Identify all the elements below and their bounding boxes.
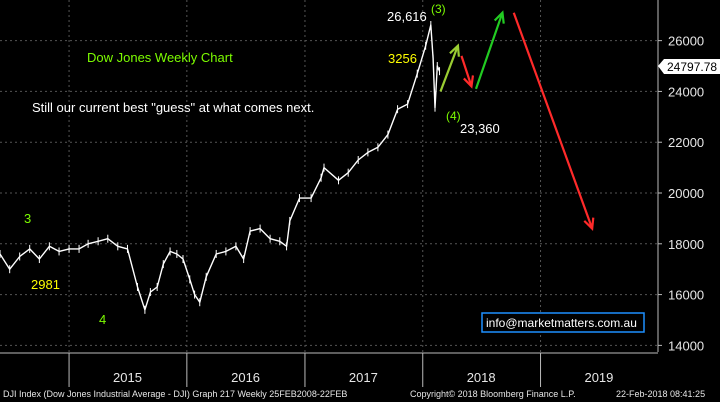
drop-label: 3256 — [388, 51, 417, 66]
y-tick-label: 14000 — [668, 338, 704, 353]
forecast-arrow-line — [460, 55, 473, 87]
y-tick-label: 18000 — [668, 237, 704, 252]
forecast-arrow-head — [583, 217, 595, 231]
x-tick-label: 2015 — [113, 370, 142, 385]
x-tick-label: 2016 — [231, 370, 260, 385]
wave-4-left-label: 4 — [99, 312, 106, 327]
price-series — [0, 20, 441, 314]
contact-box[interactable]: info@marketmatters.com.au — [481, 312, 645, 333]
x-tick-label: 2019 — [584, 370, 613, 385]
footer-center: Copyright© 2018 Bloomberg Finance L.P. — [410, 389, 576, 399]
wave-3-left-label: 3 — [24, 211, 31, 226]
dow-jones-weekly-chart: 14000 16000 18000 20000 22000 24000 26000 2479… — [0, 0, 720, 387]
year-boundaries — [68, 0, 542, 387]
footer-bar: DJI Index (Dow Jones Industrial Average … — [0, 387, 720, 402]
y-tick-label: 16000 — [668, 288, 704, 303]
forecast-arrow-head — [449, 43, 460, 57]
wave-4-label: (4) — [446, 109, 461, 123]
y-tick-label: 22000 — [668, 135, 704, 150]
high-label: 26,616 — [387, 9, 427, 24]
y-tick-label: 26000 — [668, 34, 704, 49]
chart-title: Dow Jones Weekly Chart — [87, 50, 233, 65]
low-2015-label: 2981 — [31, 277, 60, 292]
contact-box-border — [481, 312, 645, 333]
forecast-arrow-head — [463, 75, 475, 89]
wave-3-top-label: (3) — [431, 2, 446, 16]
y-tick-label: 24000 — [668, 84, 704, 99]
x-axis-ticks: 2015 2016 2017 2018 2019 — [113, 370, 613, 385]
footer-right: 22-Feb-2018 08:41:25 — [616, 389, 706, 399]
low-label: 23,360 — [460, 121, 500, 136]
forecast-arrow-line — [512, 12, 594, 229]
forecast-arrow-line — [474, 12, 504, 90]
forecast-arrow-head — [493, 10, 505, 24]
last-price-marker: 24797.78 — [658, 59, 720, 74]
x-tick-label: 2018 — [467, 370, 496, 385]
forecast-arrow-line — [439, 45, 459, 92]
y-axis-ticks: 14000 16000 18000 20000 22000 24000 26000 — [658, 34, 704, 353]
footer-left: DJI Index (Dow Jones Industrial Average … — [3, 389, 348, 399]
y-tick-label: 20000 — [668, 186, 704, 201]
chart-subtitle: Still our current best "guess" at what c… — [32, 100, 314, 115]
last-price-label: 24797.78 — [667, 60, 717, 74]
last-price-box — [658, 59, 720, 74]
forecast-arrows — [439, 10, 595, 231]
contact-email[interactable]: info@marketmatters.com.au — [486, 316, 637, 330]
x-tick-label: 2017 — [349, 370, 378, 385]
